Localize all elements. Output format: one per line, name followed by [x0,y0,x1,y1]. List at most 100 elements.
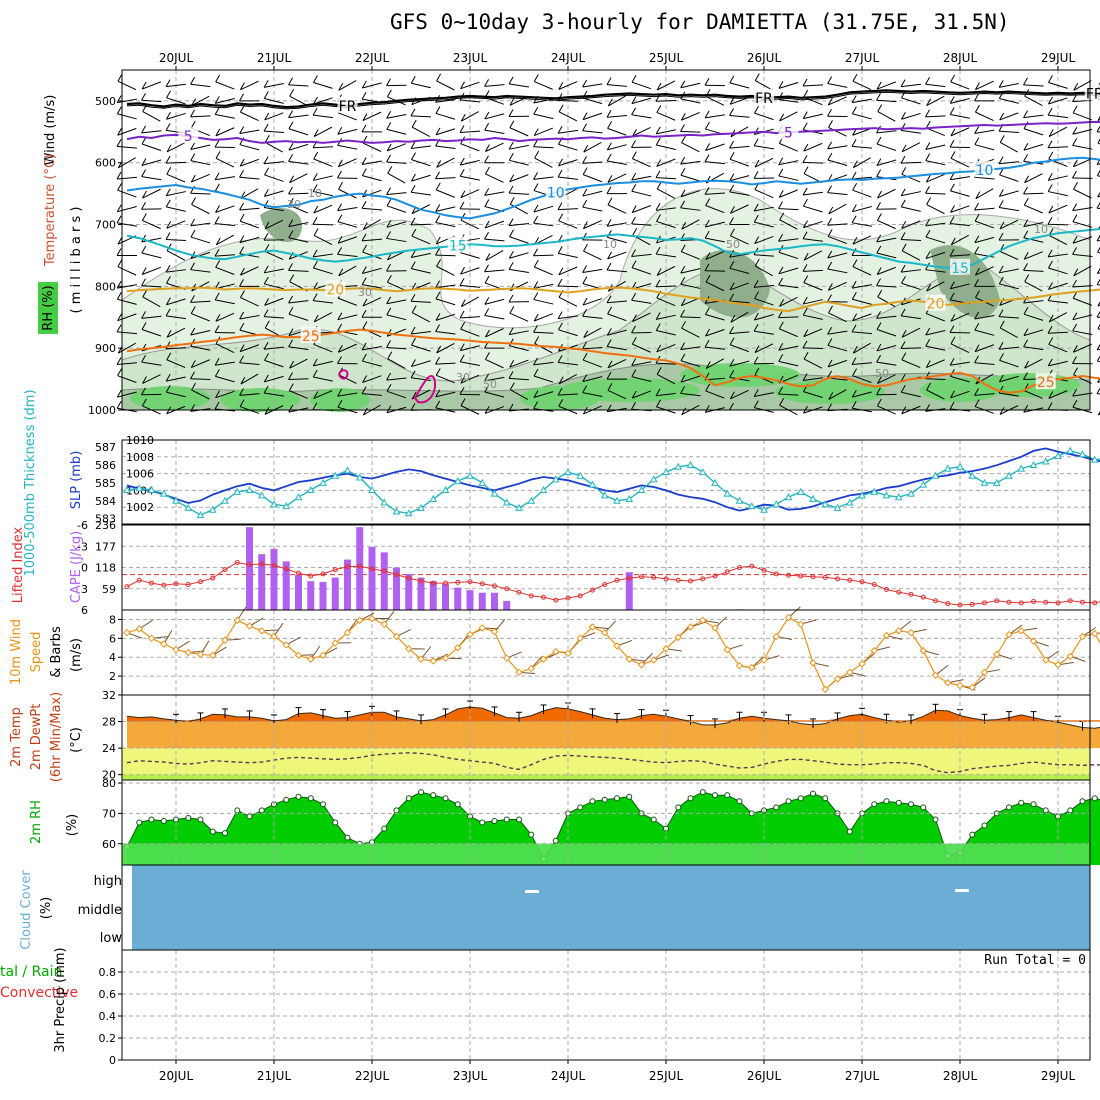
cloud-gap [955,889,969,892]
wind-barb [1072,128,1093,135]
wind-barb [827,235,848,245]
wind10-barb [971,677,986,688]
wind-barb-flag [142,190,147,199]
wind-barb [730,311,749,323]
wind-barb-flag [533,324,538,333]
wind-barb [338,265,357,277]
wind10-marker [184,648,192,657]
wind-barb [215,127,235,137]
wind-barb-flag [557,387,563,396]
wind-barb-flag [925,142,931,150]
y-tick-label: 600 [95,157,116,170]
lifted-marker [626,575,632,581]
lifted-marker [234,560,240,566]
wind-barb [803,205,823,213]
wind-barb-flag [950,74,956,83]
wind-barb-flag [851,401,857,409]
wind-barb [705,346,725,350]
wind-barb-flag [949,357,955,366]
cape-bar [393,567,400,610]
thickness-marker [453,477,462,485]
y-tick-label: 80 [102,777,116,790]
wind-barb [802,84,824,87]
wind-barb [680,207,701,211]
wind-barb-flag [582,385,588,393]
wind-barb [166,83,186,88]
lifted-marker [822,574,828,580]
lifted-marker [957,602,963,608]
wind-barb [166,142,186,153]
lifted-marker [1092,600,1098,606]
wind-barb [166,191,186,197]
wind10-marker [601,628,609,637]
wind-barb [656,373,676,385]
wind-barb-flag [827,338,833,346]
wind-barb [190,300,211,303]
wind10-marker [147,634,156,643]
wind-barb-flag [534,336,540,344]
wind-barb-flag [704,219,710,228]
wind-barb-flag [1096,158,1100,165]
wind-barb [754,298,774,306]
thickness-marker [907,489,915,497]
wind-barb-flag [655,246,661,255]
rh-marker [283,796,290,803]
wind-barb-flag [632,314,637,322]
wind-barb-flag [606,186,612,194]
wind-barb-flag [263,309,269,317]
wind-barb-flag [435,182,441,191]
cape-tick-label: 236 [95,519,116,532]
wind-barb [411,252,431,259]
wind-barb-flag [975,267,980,276]
wind-barb-flag [1023,404,1029,413]
wind10-marker [417,655,425,663]
wind-barb-flag [337,236,343,244]
wind-barb-flag [1072,312,1078,320]
date-label-top: 21JUL [257,51,292,65]
wind10-marker [160,640,168,648]
wind-barb [631,190,652,197]
date-label-top: 27JUL [845,51,880,65]
wind-barb-flag [263,91,269,99]
wind-barb-flag [754,159,760,168]
wind-barb [190,236,211,244]
thickness-marker [1090,455,1099,463]
thickness-marker [894,493,903,501]
wind-barb [901,298,921,306]
wind-barb [289,95,308,107]
wind-barb [607,160,627,165]
lifted-marker [749,563,755,569]
wind-barb [705,114,725,119]
wind-barb [925,222,946,227]
wind-barb [1048,191,1068,197]
wind10-marker [870,646,878,655]
wind-barb-flag [410,294,416,302]
y-tick-label: 900 [95,342,116,355]
rh-marker [810,790,816,797]
lifted-marker [663,576,669,582]
wind-barb [681,219,700,230]
thickness-marker [392,507,401,515]
wind10-marker [968,683,976,692]
wind-barb [926,204,945,215]
wind-barb-flag [876,158,882,166]
wind-barb-flag [1048,391,1054,399]
wind-barb [852,313,872,322]
wind-barb-flag [705,383,711,392]
wind-barb-flag [852,182,858,191]
lifted-marker [1080,599,1085,605]
wind-barb-flag [313,205,319,214]
rh-marker [197,816,204,823]
wind-barb-flag [975,290,980,298]
lifted-marker [173,581,179,587]
wind-barb [509,174,529,183]
wind-barb [288,160,309,165]
wind-barb [803,328,823,338]
wind-barb-flag [753,400,759,408]
wind-barb [190,329,211,336]
wind-barb-flag [1024,175,1030,183]
wind-barb-flag [998,80,1004,88]
wind-barb-flag [779,113,785,122]
wind-barb-flag [1072,279,1077,288]
wind-barb-flag [631,96,637,104]
